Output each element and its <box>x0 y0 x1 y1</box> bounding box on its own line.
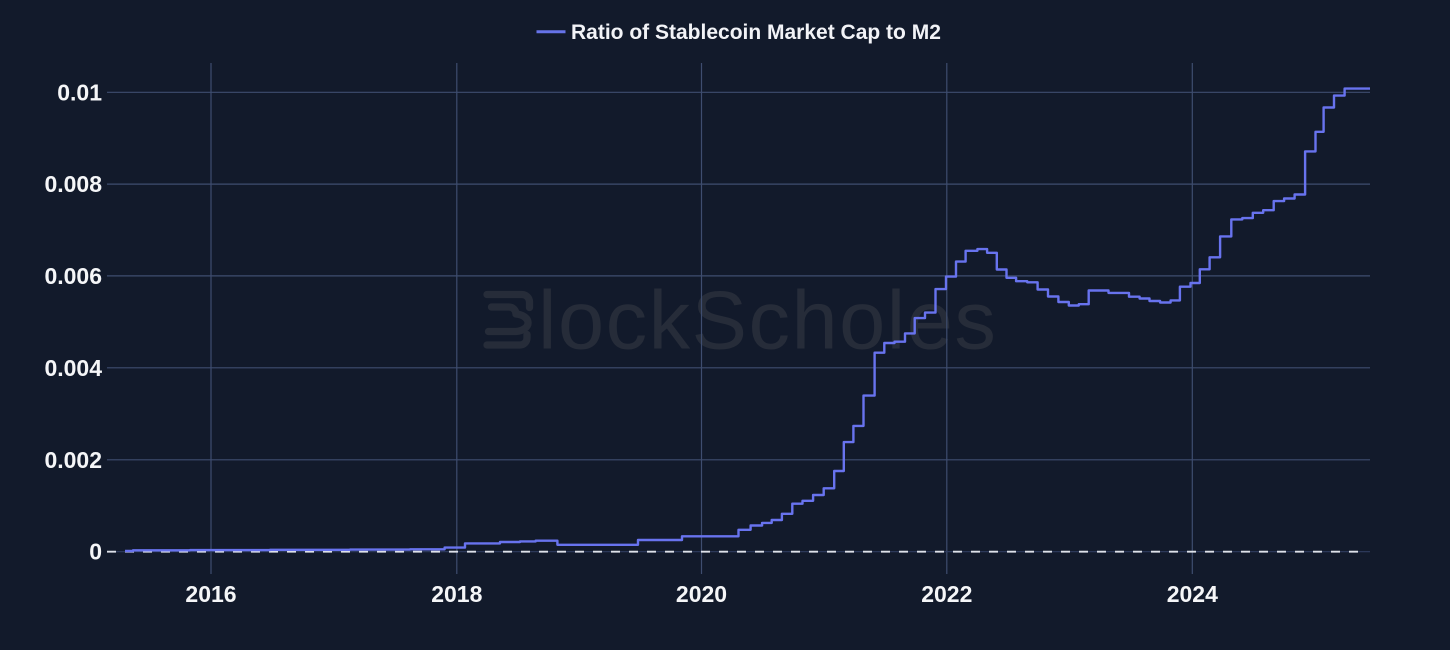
svg-text:2024: 2024 <box>1167 581 1218 607</box>
svg-text:0.008: 0.008 <box>44 171 102 197</box>
svg-text:2020: 2020 <box>676 581 727 607</box>
svg-text:Ratio of Stablecoin Market Cap: Ratio of Stablecoin Market Cap to M2 <box>571 21 941 44</box>
svg-text:2018: 2018 <box>431 581 482 607</box>
svg-text:0.004: 0.004 <box>44 355 102 381</box>
svg-text:0.002: 0.002 <box>44 447 102 473</box>
svg-text:0.01: 0.01 <box>57 79 102 105</box>
svg-text:lockScholes: lockScholes <box>538 274 997 367</box>
svg-text:0.006: 0.006 <box>44 263 102 289</box>
svg-text:2016: 2016 <box>185 581 236 607</box>
svg-text:2022: 2022 <box>921 581 972 607</box>
svg-text:0: 0 <box>89 539 102 565</box>
